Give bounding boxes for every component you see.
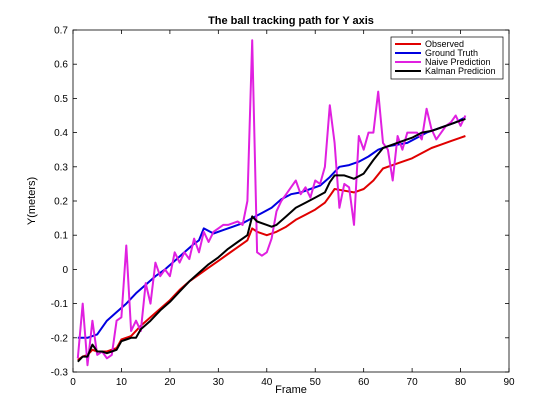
legend-label-observed: Observed <box>425 39 464 49</box>
y-axis-title: Y(meters) <box>26 177 38 225</box>
series-line-kalman-predicion <box>77 117 466 363</box>
x-tick-label: 50 <box>310 377 322 388</box>
legend-label-kalman-predicion: Kalman Predicion <box>425 66 496 76</box>
x-tick-label: 40 <box>261 377 273 388</box>
x-axis-title: Frame <box>275 384 307 396</box>
x-tick-label: 70 <box>407 377 419 388</box>
series-line-naive-prediction <box>76 39 467 367</box>
x-tick-label: 30 <box>213 377 225 388</box>
x-tick-label: 10 <box>116 377 128 388</box>
y-tick-label: 0.7 <box>54 26 68 37</box>
y-tick-label: -0.2 <box>51 333 69 344</box>
chart-title: The ball tracking path for Y axis <box>208 15 374 27</box>
series-line-observed <box>77 135 466 361</box>
y-tick-label: 0.3 <box>54 162 68 173</box>
y-tick-label: 0.4 <box>54 128 68 139</box>
y-tick-label: 0.5 <box>54 94 68 105</box>
legend-label-naive-prediction: Naive Prediction <box>425 57 491 67</box>
y-tick-label: 0.6 <box>54 60 68 71</box>
x-tick-label: 90 <box>503 377 515 388</box>
y-tick-label: 0.1 <box>54 231 68 242</box>
plot-area <box>72 29 510 373</box>
x-tick-label: 20 <box>164 377 176 388</box>
y-tick-label: -0.1 <box>51 299 69 310</box>
y-axis: -0.3 -0.2 -0.1 0 0.1 0.2 0.3 0.4 0.5 0.6 0.7 <box>51 26 509 379</box>
series-line-ground-truth <box>77 116 466 339</box>
series-layer <box>76 39 467 367</box>
x-axis: 0 10 20 30 40 50 60 70 80 90 <box>70 30 515 388</box>
x-tick-label: 0 <box>70 377 76 388</box>
y-tick-label: 0 <box>62 265 68 276</box>
x-tick-label: 80 <box>455 377 467 388</box>
x-tick-label: 60 <box>358 377 370 388</box>
y-tick-label: 0.2 <box>54 197 68 208</box>
legend-label-ground-truth: Ground Truth <box>425 48 478 58</box>
y-tick-label: -0.3 <box>51 368 69 379</box>
